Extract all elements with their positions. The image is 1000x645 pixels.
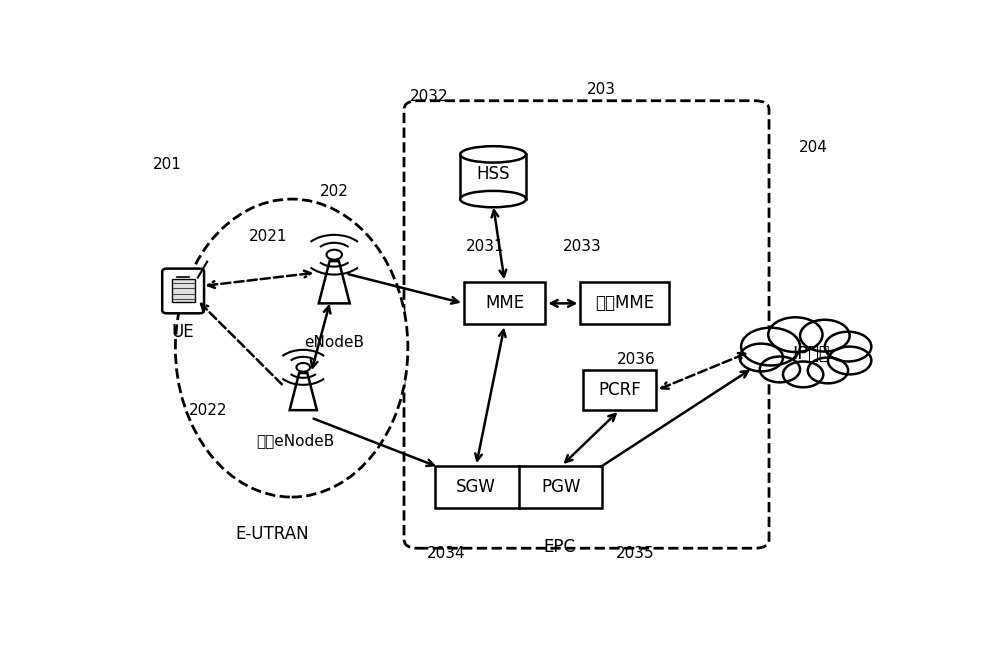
FancyBboxPatch shape	[172, 279, 195, 303]
Ellipse shape	[460, 146, 526, 163]
Text: eNodeB: eNodeB	[304, 335, 364, 350]
Text: 2034: 2034	[427, 546, 466, 561]
Circle shape	[768, 317, 822, 352]
Text: EPC: EPC	[543, 538, 575, 556]
Circle shape	[740, 344, 783, 372]
Text: 2022: 2022	[189, 402, 227, 418]
Ellipse shape	[175, 199, 408, 497]
Text: 2032: 2032	[410, 89, 449, 104]
Circle shape	[800, 320, 850, 352]
Text: HSS: HSS	[476, 165, 510, 183]
Text: PCRF: PCRF	[598, 381, 641, 399]
Text: 2033: 2033	[563, 239, 602, 253]
Text: 2035: 2035	[616, 546, 654, 561]
Polygon shape	[290, 373, 317, 410]
FancyBboxPatch shape	[435, 466, 602, 508]
Circle shape	[296, 363, 310, 372]
Circle shape	[808, 357, 848, 383]
Circle shape	[825, 332, 871, 361]
Text: 其它MME: 其它MME	[595, 294, 654, 312]
Text: SGW: SGW	[456, 478, 496, 496]
Text: 2031: 2031	[466, 239, 505, 253]
FancyBboxPatch shape	[404, 101, 769, 548]
FancyBboxPatch shape	[580, 283, 669, 324]
Text: 204: 204	[799, 141, 828, 155]
Text: IP业务: IP业务	[792, 345, 830, 363]
Text: 202: 202	[320, 184, 349, 199]
Text: 其它eNodeB: 其它eNodeB	[256, 433, 335, 448]
Text: MME: MME	[485, 294, 524, 312]
Ellipse shape	[460, 191, 526, 207]
FancyBboxPatch shape	[464, 283, 545, 324]
FancyBboxPatch shape	[583, 370, 656, 410]
Circle shape	[783, 361, 823, 387]
Text: UE: UE	[172, 322, 194, 341]
Text: 2021: 2021	[249, 229, 288, 244]
Text: 201: 201	[153, 157, 182, 172]
Polygon shape	[319, 261, 350, 303]
Text: 203: 203	[587, 83, 616, 97]
FancyBboxPatch shape	[162, 268, 204, 313]
Text: 2036: 2036	[617, 352, 656, 367]
Circle shape	[828, 346, 871, 374]
Circle shape	[780, 333, 842, 373]
Text: PGW: PGW	[542, 478, 581, 496]
Circle shape	[760, 357, 800, 382]
Circle shape	[326, 250, 342, 260]
Text: E-UTRAN: E-UTRAN	[235, 525, 309, 543]
Circle shape	[741, 328, 800, 366]
Ellipse shape	[460, 146, 526, 163]
